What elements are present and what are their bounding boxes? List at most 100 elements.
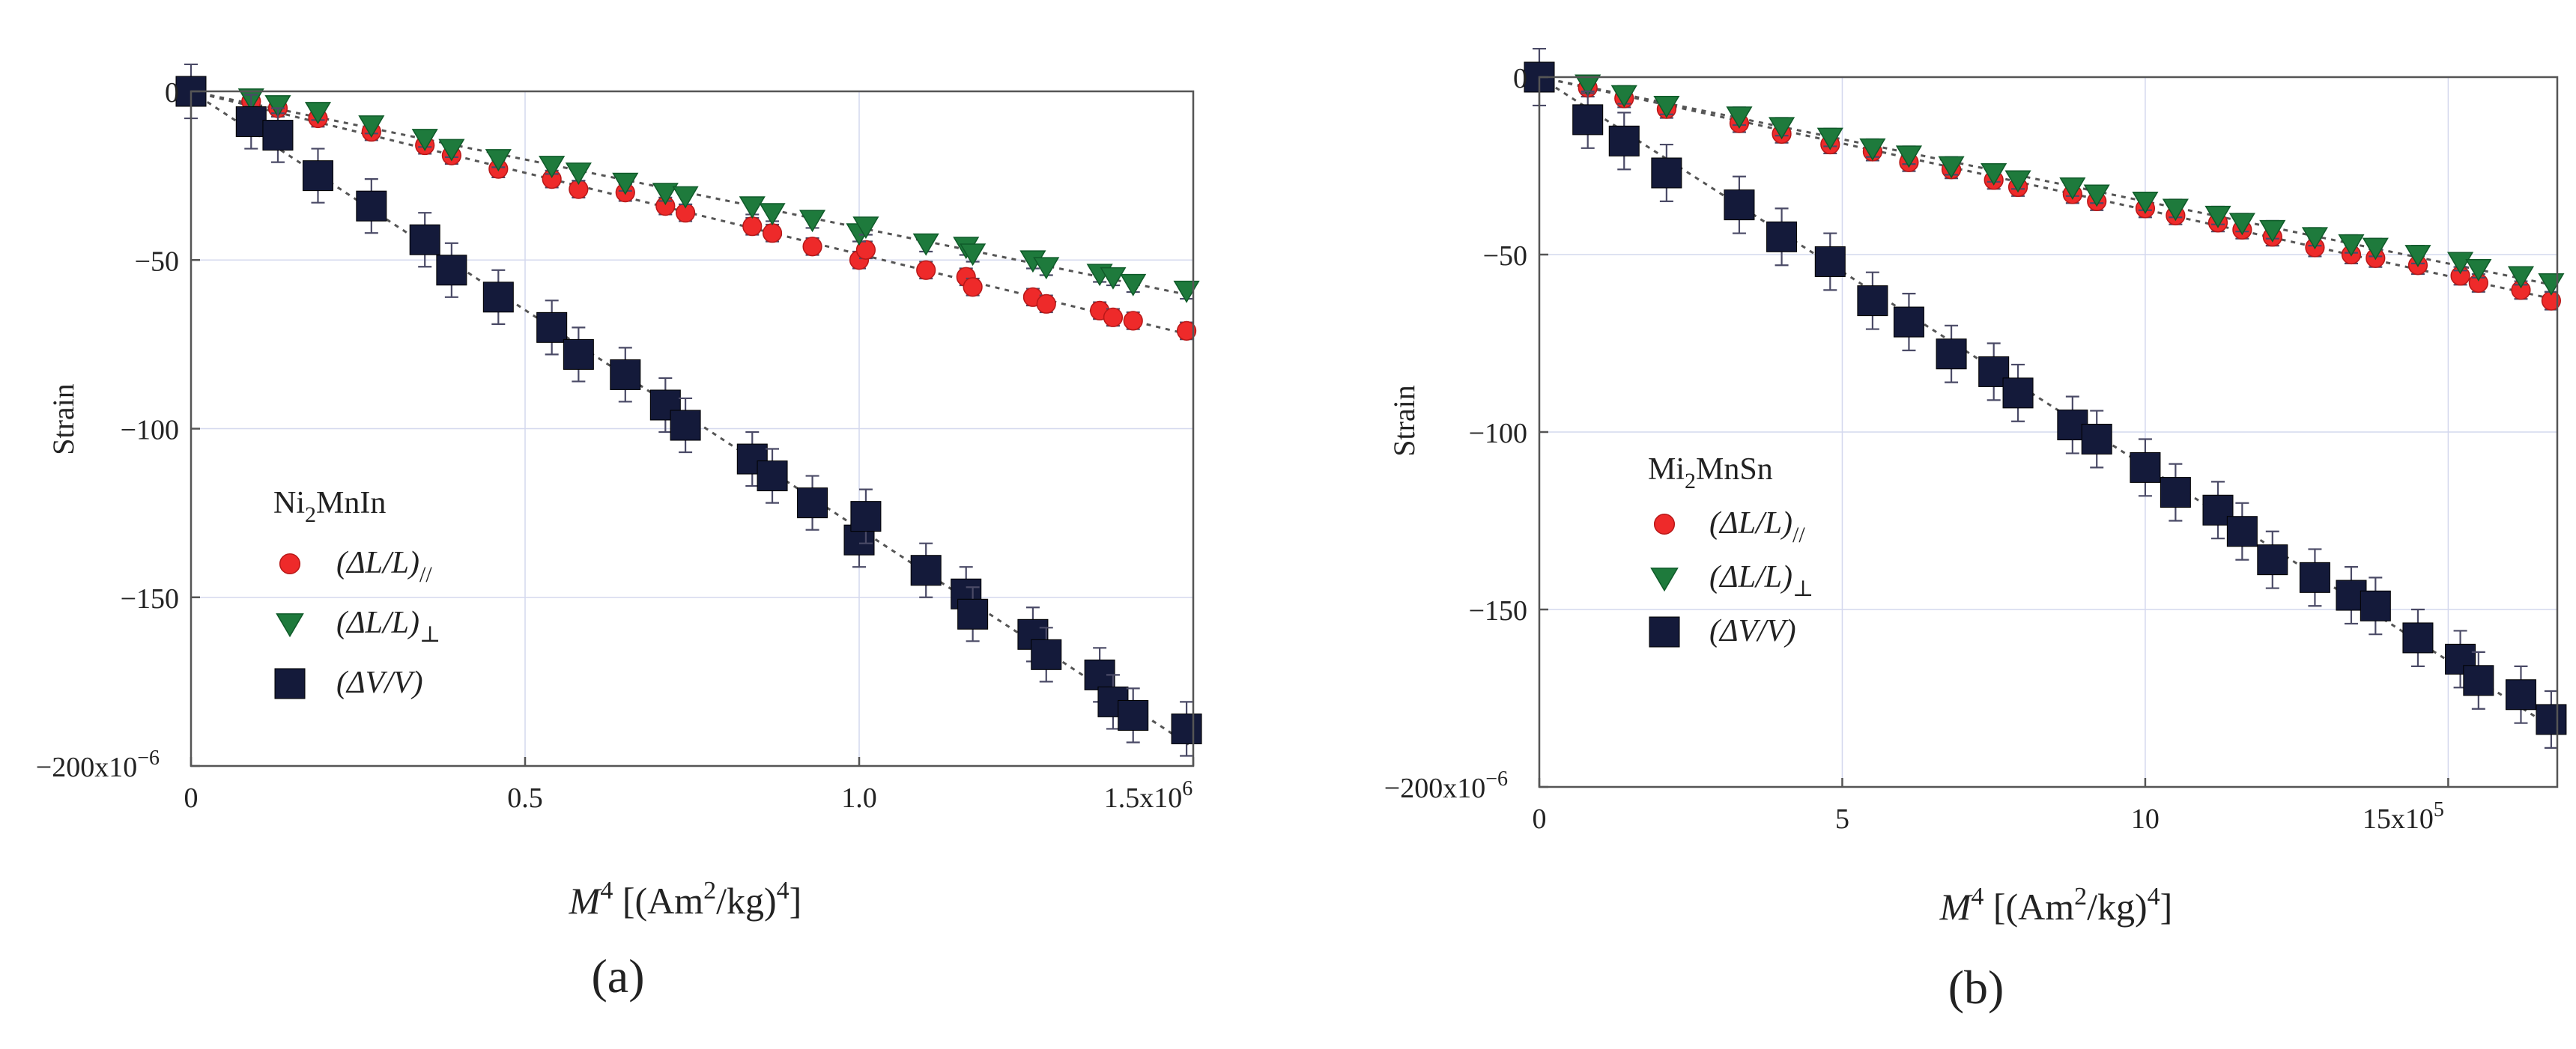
data-point <box>2204 205 2231 228</box>
legend-marker <box>279 553 301 575</box>
data-point <box>1857 271 1888 330</box>
point-marker <box>850 501 882 532</box>
point-marker <box>1981 163 2007 186</box>
data-point <box>2259 219 2286 243</box>
data-point <box>539 156 566 179</box>
grid-b <box>1539 77 2557 787</box>
data-point <box>652 183 679 206</box>
point-marker <box>2083 184 2110 207</box>
point-marker <box>2536 704 2567 735</box>
fit-line <box>1539 76 2558 301</box>
point-marker <box>2160 477 2191 508</box>
x-tick-label: 15x105 <box>2363 798 2444 835</box>
legend-marker <box>1653 513 1676 535</box>
point-marker <box>411 129 438 151</box>
data-point <box>1766 207 1798 267</box>
legend-title: Mi2MnSn <box>1648 452 1773 493</box>
tick-labels-b: 0 5 10 15x105 0 −50 −100 −150 −200x10−6 <box>1384 63 2449 835</box>
point-marker <box>235 106 267 138</box>
point-marker <box>957 598 989 630</box>
point-marker <box>1857 285 1888 317</box>
y-tick-label: −100 <box>1469 418 1527 449</box>
point-marker <box>485 149 512 172</box>
data-point <box>2338 234 2365 257</box>
y-tick-label: −50 <box>1483 240 1527 272</box>
point-marker <box>1036 294 1056 314</box>
point-marker <box>852 216 879 240</box>
data-point <box>912 233 939 256</box>
point-marker <box>742 216 763 237</box>
data-point <box>1176 320 1197 341</box>
data-point <box>2447 252 2474 275</box>
legend-b: Mi2MnSn (ΔL/L)// (ΔL/L)⊥ (ΔV/V) <box>1648 452 1813 648</box>
axis-labels-a: Strain M4 [(Am2/kg)4] <box>46 383 801 922</box>
data-point <box>235 94 267 150</box>
data-point <box>2004 170 2031 193</box>
data-point <box>2536 690 2567 749</box>
point-marker <box>438 139 465 162</box>
data-point <box>1653 95 1680 118</box>
point-marker <box>610 359 641 390</box>
data-point <box>960 243 987 267</box>
x-tick-label: 0 <box>184 782 198 814</box>
point-marker <box>1893 306 1924 338</box>
legend-entry: (ΔV/V) <box>1649 614 1796 648</box>
y-axis-label: Strain <box>46 383 80 455</box>
point-marker <box>2299 562 2330 593</box>
data-point <box>2507 266 2535 289</box>
point-marker <box>2132 191 2159 214</box>
point-marker <box>2059 177 2086 200</box>
point-marker <box>2338 234 2365 257</box>
data-point <box>2160 463 2191 522</box>
data-point <box>409 212 440 268</box>
point-marker <box>304 102 332 124</box>
point-marker <box>1936 338 1967 370</box>
point-marker <box>356 190 387 222</box>
point-marker <box>652 183 679 206</box>
data-point <box>612 172 639 195</box>
data-point <box>1938 156 1965 179</box>
point-marker <box>2081 423 2112 454</box>
data-point <box>2002 363 2034 422</box>
legend-label: (ΔV/V) <box>1709 614 1796 648</box>
point-marker <box>1814 246 1846 277</box>
data-point <box>2083 184 2110 207</box>
data-point <box>672 186 699 209</box>
point-marker <box>1816 127 1843 150</box>
panel-label-b: (b) <box>1948 961 2004 1014</box>
data-point <box>2130 438 2161 497</box>
data-point <box>1608 112 1640 171</box>
point-marker <box>565 162 592 186</box>
x-tick-label: 10 <box>2131 803 2160 835</box>
data-point <box>739 196 766 219</box>
point-marker <box>2002 377 2034 409</box>
data-point <box>759 203 786 226</box>
data-point <box>2465 259 2492 282</box>
point-marker <box>1033 257 1060 280</box>
point-marker <box>670 410 701 441</box>
data-point <box>2505 665 2536 724</box>
point-marker <box>797 487 828 519</box>
data-point <box>438 139 465 162</box>
data-point <box>1036 294 1056 314</box>
x-tick-label: 1.5x106 <box>1104 777 1193 814</box>
point-marker <box>539 156 566 179</box>
data-point <box>2301 227 2328 250</box>
point-marker <box>1031 639 1062 670</box>
x-axis-label: M4 [(Am2/kg)4] <box>569 877 802 922</box>
data-point <box>1724 175 1755 234</box>
point-marker <box>762 223 783 243</box>
data-point <box>1123 311 1143 331</box>
y-tick-label: 0 <box>165 77 179 109</box>
data-point <box>2228 213 2255 236</box>
data-point <box>482 269 514 325</box>
data-point <box>2402 608 2434 667</box>
data-point <box>2162 198 2189 222</box>
data-point <box>2299 548 2330 607</box>
data-point <box>1033 257 1060 280</box>
data-point <box>963 277 983 297</box>
point-marker <box>358 115 385 138</box>
point-marker <box>1610 85 1637 108</box>
point-marker <box>563 338 594 370</box>
